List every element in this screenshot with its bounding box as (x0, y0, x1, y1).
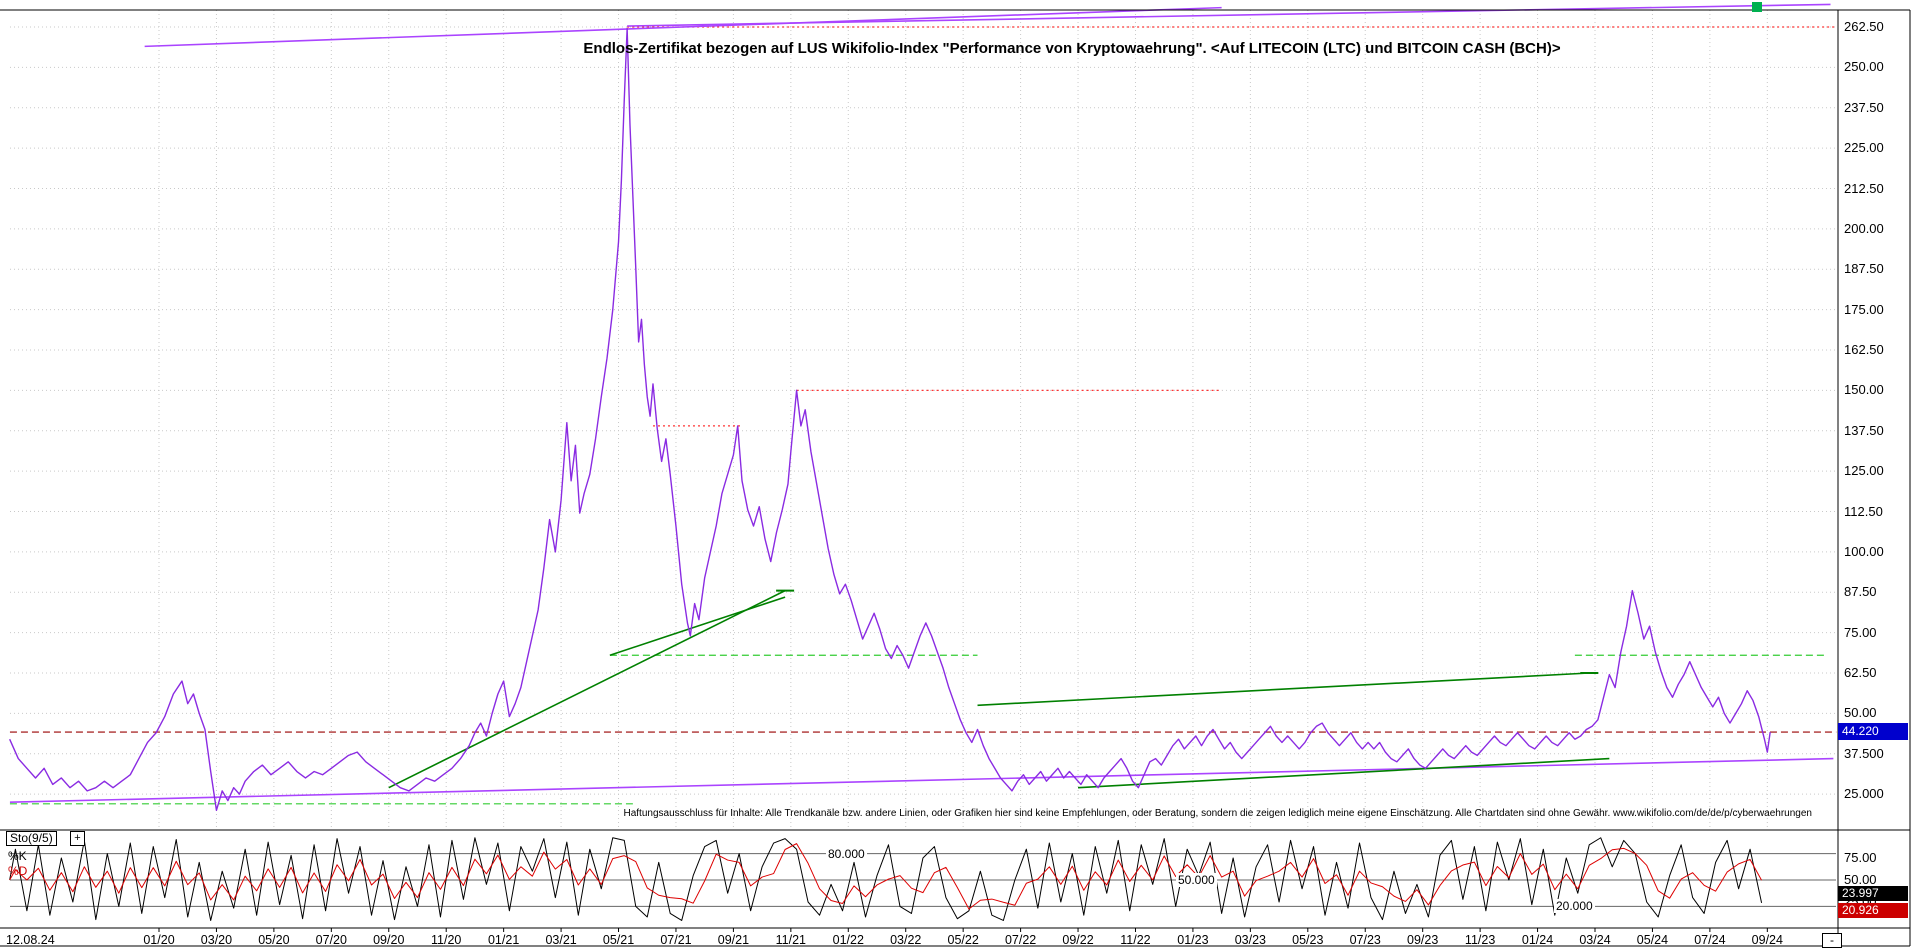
sto-k-value-badge: 23.997 (1838, 886, 1908, 901)
sto-level-20-label: 20.000 (1554, 899, 1595, 913)
x-axis-tick-label: 11/23 (1464, 933, 1496, 947)
disclaimer-text: Haftungsausschluss für Inhalte: Alle Tre… (623, 808, 1812, 819)
y-axis-tick-label: 37.500 (1844, 745, 1884, 761)
y-axis-tick-label: 25.000 (1844, 786, 1884, 802)
green-uptrend-2021-short-trendline (609, 596, 786, 656)
sto-expand-button[interactable]: + (70, 831, 85, 846)
chart-title: Endlos-Zertifikat bezogen auf LUS Wikifo… (583, 40, 1561, 57)
y-axis-tick-label: 137.50 (1844, 422, 1884, 438)
sto-d-legend: %D (8, 864, 28, 878)
green-marker-icon (1752, 2, 1762, 12)
x-axis-tick-label: 03/22 (890, 933, 922, 947)
x-axis-tick-label: 07/20 (315, 933, 347, 947)
green-uptrend-2021-long-trendline (388, 589, 786, 789)
y-axis-tick-label: 112.50 (1844, 503, 1883, 519)
purple-support-long-trendline (9, 757, 1834, 803)
x-axis-tick-label: 01/23 (1177, 933, 1209, 947)
axis-start-date-label: 12.08.24 (6, 933, 55, 947)
green-support-lower-trendline (1077, 757, 1610, 789)
x-axis-tick-label: 09/24 (1751, 933, 1783, 947)
x-axis-tick-label: 01/20 (143, 933, 175, 947)
y-axis-tick-label: 187.50 (1844, 261, 1884, 277)
x-axis-tick-label: 07/22 (1004, 933, 1037, 947)
sto-d-line (9, 843, 1763, 910)
price-line (9, 27, 1771, 811)
y-axis-tick-label: 62.50 (1844, 665, 1877, 680)
y-axis-tick-label: 250.00 (1844, 59, 1884, 75)
sto-axis-tick-label: 50.00 (1844, 872, 1877, 887)
x-axis-tick-label: 11/20 (431, 933, 462, 947)
y-axis-tick-label: 75.00 (1844, 624, 1877, 640)
x-axis-tick-label: 07/23 (1349, 933, 1381, 947)
x-axis-tick-label: 01/22 (832, 933, 864, 947)
y-axis-tick-label: 237.50 (1844, 99, 1884, 115)
sto-axis-tick-label: 75.00 (1844, 850, 1877, 865)
y-axis-tick-label: 200.00 (1844, 220, 1884, 236)
y-axis-tick-label: 87.50 (1844, 584, 1877, 600)
x-axis-tick-label: 05/23 (1292, 933, 1324, 947)
x-axis-tick-label: 03/24 (1579, 933, 1611, 947)
x-axis-tick-label: 03/21 (545, 933, 577, 947)
x-axis-tick-label: 03/23 (1234, 933, 1266, 947)
sto-indicator-label[interactable]: Sto(9/5) (6, 831, 57, 846)
y-axis-tick-label: 162.50 (1844, 342, 1884, 357)
last-price-badge: 44.220 (1838, 723, 1908, 740)
x-axis-tick-label: 05/21 (602, 933, 635, 947)
x-axis-tick-label: 09/20 (373, 933, 405, 947)
y-axis-tick-label: 212.50 (1844, 180, 1884, 196)
x-axis-tick-label: 01/21 (487, 933, 520, 947)
x-axis-tick-label: 01/24 (1521, 933, 1554, 947)
y-axis-tick-label: 150.00 (1844, 382, 1884, 398)
purple-resistance-top-trendline (627, 3, 1831, 27)
x-axis-tick-label: 11/22 (1120, 933, 1151, 947)
x-axis-tick-label: 09/21 (717, 933, 750, 947)
zoom-out-button[interactable]: - (1822, 933, 1842, 948)
y-axis-tick-label: 100.00 (1844, 543, 1884, 559)
x-axis-tick-label: 09/22 (1062, 933, 1094, 947)
y-axis-tick-label: 125.00 (1844, 463, 1884, 479)
purple-resistance-upper-trendline (144, 6, 1222, 48)
y-axis-tick-label: 175.00 (1844, 301, 1884, 317)
x-axis-tick-label: 05/20 (258, 933, 290, 947)
y-axis-tick-label: 262.50 (1844, 19, 1884, 34)
sto-level-50-label: 50.000 (1176, 873, 1217, 887)
x-axis-tick-label: 07/21 (660, 933, 692, 947)
sto-k-line (9, 837, 1763, 921)
x-axis-tick-label: 05/24 (1636, 933, 1669, 947)
y-axis-tick-label: 50.00 (1844, 705, 1877, 721)
x-axis-tick-label: 09/23 (1407, 933, 1439, 947)
x-axis-tick-label: 05/22 (947, 933, 979, 947)
y-axis-tick-label: 225.00 (1844, 140, 1884, 156)
sto-level-80-label: 80.000 (826, 847, 867, 861)
green-uptrend-2022-2024-trendline (977, 672, 1590, 707)
x-axis-tick-label: 11/21 (775, 933, 806, 947)
x-axis-tick-label: 07/24 (1694, 933, 1726, 947)
sto-k-legend: %K (8, 849, 27, 863)
x-axis-tick-label: 03/20 (200, 933, 233, 947)
sto-d-value-badge: 20.926 (1838, 903, 1908, 918)
